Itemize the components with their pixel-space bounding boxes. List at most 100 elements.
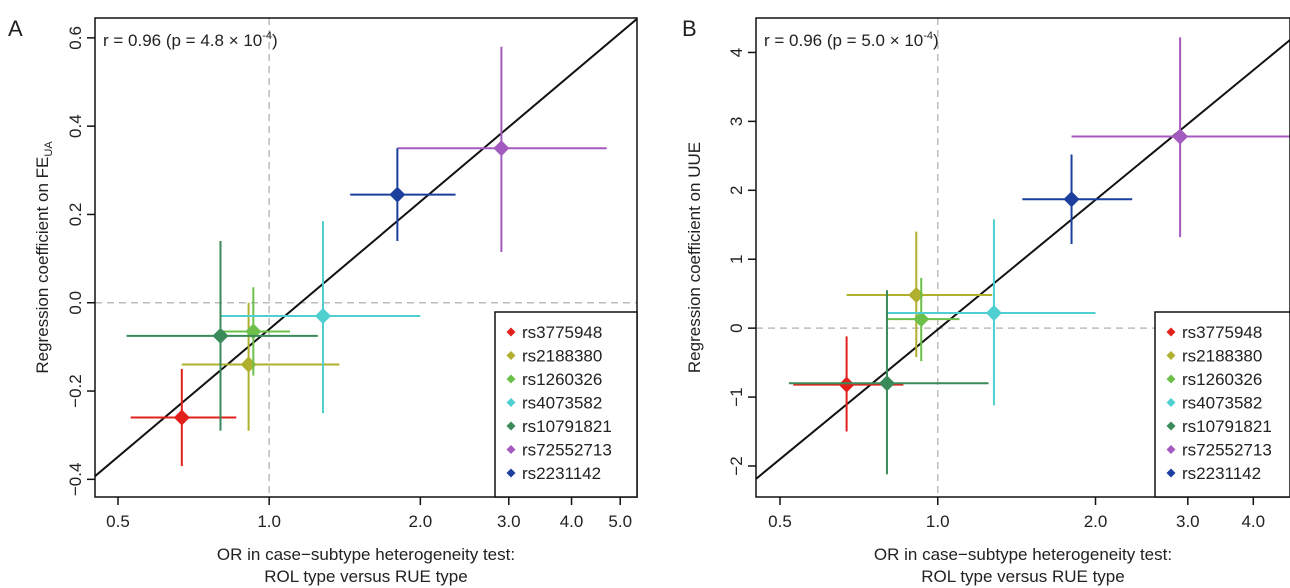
- y-axis-label-subscript: UA: [43, 141, 55, 157]
- y-tick-label: 3: [727, 117, 746, 126]
- panel-label: B: [682, 16, 697, 41]
- x-tick-label: 3.0: [1176, 512, 1200, 531]
- y-tick-label: 2: [727, 186, 746, 195]
- annotation-text: r = 0.96 (p = 5.0 × 10: [764, 31, 923, 50]
- legend-entry: rs72552713: [522, 441, 612, 460]
- point-marker: [838, 376, 855, 393]
- legend-marker: [1166, 398, 1176, 407]
- legend: rs3775948 rs2188380 rs1260326 rs4073582 rs10…: [1154, 311, 1290, 498]
- y-tick-label: −0.2: [66, 374, 85, 408]
- x-tick-label: 4.0: [1241, 512, 1265, 531]
- y-tick-label: 0.4: [66, 114, 85, 138]
- annotation-close: ): [272, 31, 278, 50]
- x-axis-label-line1: OR in case−subtype heterogeneity test:: [874, 545, 1172, 564]
- x-tick-label: 2.0: [409, 512, 433, 531]
- correlation-annotation: r = 0.96 (p = 4.8 × 10-4): [103, 30, 278, 50]
- y-tick-label: −1: [727, 387, 746, 406]
- legend-entry: rs2231142: [1182, 464, 1261, 483]
- x-axis-label-line2: ROL type versus RUE type: [921, 567, 1124, 586]
- legend-marker: [506, 398, 516, 407]
- data-point-rs1260326: [886, 277, 960, 362]
- data-point-rs4073582: [220, 221, 421, 414]
- x-tick-label: 0.5: [768, 512, 792, 531]
- y-tick-label: 0.6: [66, 26, 85, 50]
- y-tick-label: 0.0: [66, 291, 85, 315]
- x-tick-label: 4.0: [560, 512, 584, 531]
- x-tick-label: 1.0: [257, 512, 281, 531]
- legend-entry: rs2188380: [522, 347, 602, 366]
- legend-marker: [1166, 351, 1176, 360]
- y-axis-label: Regression coefficient on FEUA: [33, 141, 55, 374]
- legend-entry: rs10791821: [1182, 417, 1272, 436]
- legend-entry: rs2231142: [522, 464, 601, 483]
- plot-area: [95, 18, 637, 497]
- legend-box: [494, 311, 638, 498]
- legend-marker: [506, 327, 516, 337]
- legend-marker: [506, 351, 516, 360]
- x-tick-label: 5.0: [608, 512, 632, 531]
- legend-box: [1154, 311, 1290, 498]
- regression-line: [95, 18, 637, 477]
- data-point-rs2188380: [846, 231, 993, 358]
- data-point-rs2188380: [181, 302, 340, 431]
- legend-entry: rs3775948: [1182, 323, 1262, 342]
- point-marker: [315, 307, 332, 324]
- data-point-rs3775948: [130, 368, 237, 467]
- y-tick-label: 0.2: [66, 203, 85, 227]
- legend-marker: [506, 445, 516, 454]
- x-axis-label-line1: OR in case−subtype heterogeneity test:: [217, 545, 515, 564]
- x-tick-label: 3.0: [497, 512, 521, 531]
- legend-marker: [1166, 421, 1176, 431]
- correlation-annotation: r = 0.96 (p = 5.0 × 10-4): [764, 30, 939, 50]
- point-marker: [985, 304, 1002, 321]
- legend-entry: rs4073582: [1182, 394, 1262, 413]
- panel-b: 0.5 1.0 2.0 3.0 4.0 −2 −1 0 1 2 3 4 B r = 0.96 (p = 5…: [682, 16, 1290, 586]
- point-marker: [173, 409, 190, 426]
- legend-entry: rs2188380: [1182, 347, 1262, 366]
- legend-entry: rs1260326: [522, 370, 602, 389]
- panel-a: 0.5 1.0 2.0 3.0 4.0 5.0 −0.4 −0.2 0.0 0.2 0.4 0.6 A r…: [8, 16, 638, 586]
- legend-entry: rs4073582: [522, 394, 602, 413]
- panel-label: A: [8, 16, 23, 41]
- point-marker: [212, 327, 229, 344]
- annotation-close: ): [933, 31, 939, 50]
- y-tick-label: 0: [727, 323, 746, 332]
- y-tick-label: 4: [727, 48, 746, 57]
- annotation-exponent: -4: [923, 30, 933, 42]
- y-axis-label: Regression coefficient on UUE: [685, 142, 704, 373]
- point-marker: [913, 311, 930, 328]
- point-marker: [493, 140, 510, 157]
- legend-marker: [1166, 374, 1176, 384]
- x-tick-label: 0.5: [106, 512, 130, 531]
- x-tick-label: 2.0: [1084, 512, 1108, 531]
- legend-marker: [1166, 445, 1176, 454]
- data-point-rs72552713: [1071, 37, 1290, 238]
- legend-marker: [1166, 468, 1176, 478]
- legend-entry: rs10791821: [522, 417, 612, 436]
- annotation-text: r = 0.96 (p = 4.8 × 10: [103, 31, 262, 50]
- plot-frame: [755, 17, 1290, 498]
- legend-marker: [506, 374, 516, 384]
- data-point-rs72552713: [397, 46, 607, 252]
- data-point-rs10791821: [126, 240, 318, 431]
- point-marker: [1172, 128, 1189, 145]
- y-tick-label: −2: [727, 456, 746, 475]
- legend-entry: rs1260326: [1182, 370, 1262, 389]
- data-point-rs2231142: [350, 148, 456, 241]
- legend-marker: [506, 468, 516, 478]
- data-point-rs10791821: [788, 290, 989, 475]
- annotation-exponent: -4: [262, 30, 272, 42]
- point-marker: [878, 375, 895, 392]
- y-tick-label: 1: [727, 254, 746, 263]
- point-marker: [389, 186, 406, 203]
- legend-entry: rs3775948: [522, 323, 602, 342]
- legend-marker: [506, 421, 516, 431]
- y-axis-label-main: Regression coefficient on FE: [33, 157, 52, 374]
- data-point-rs2231142: [1022, 154, 1133, 245]
- y-axis-label-main: Regression coefficient on UUE: [685, 142, 704, 373]
- x-axis-label-line2: ROL type versus RUE type: [264, 567, 467, 586]
- point-marker: [1063, 191, 1080, 208]
- legend-entry: rs72552713: [1182, 441, 1272, 460]
- regression-line: [756, 39, 1290, 480]
